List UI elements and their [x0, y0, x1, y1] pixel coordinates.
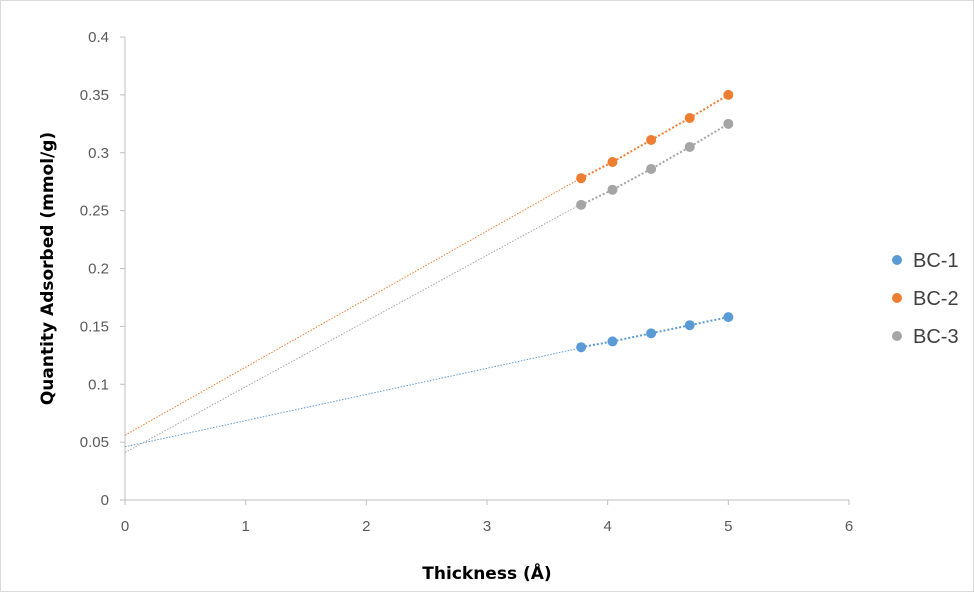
y-tick-label: 0.3: [88, 145, 109, 162]
y-tick-label: 0.25: [80, 203, 109, 220]
trendline-extrapolation-bc-3: [124, 203, 582, 453]
trendline-extrapolation-bc-1: [124, 347, 582, 448]
data-point-bc-3: [646, 163, 657, 174]
data-point-bc-3: [576, 199, 587, 210]
data-point-bc-1: [576, 342, 587, 353]
x-axis-title: Thickness (Å): [422, 561, 551, 584]
series-line-bc-1: [580, 316, 729, 349]
y-tick-label: 0.2: [88, 261, 109, 278]
data-point-bc-1: [607, 336, 618, 347]
legend-label-bc-1: BC-1: [913, 250, 959, 272]
trendlines: [124, 94, 729, 453]
x-tick-label: 6: [845, 518, 853, 535]
data-point-bc-3: [607, 184, 618, 195]
y-axis-title: Quantity Adsorbed (mmol/g): [38, 132, 58, 405]
trendline-extrapolation-bc-2: [124, 177, 582, 436]
x-tick-label: 4: [603, 518, 611, 535]
data-point-bc-2: [607, 157, 618, 168]
x-tick-label: 3: [483, 518, 491, 535]
data-point-bc-2: [723, 89, 734, 100]
y-tick-label: 0.35: [80, 87, 109, 104]
data-point-bc-1: [723, 312, 734, 323]
legend-marker-bc-1: [892, 255, 902, 265]
y-tick-label: 0.15: [80, 318, 109, 335]
data-point-bc-3: [684, 141, 695, 152]
x-tick-label: 0: [121, 518, 129, 535]
data-point-bc-2: [576, 173, 587, 184]
data-point-bc-1: [684, 320, 695, 331]
legend-marker-bc-3: [892, 331, 902, 341]
x-tick-label: 1: [241, 518, 249, 535]
data-point-bc-2: [684, 113, 695, 124]
series-line-bc-3: [580, 122, 729, 206]
legend-label-bc-3: BC-3: [913, 326, 959, 348]
legend-label-bc-2: BC-2: [913, 288, 959, 310]
axes: 0 0.05 0.1 0.15 0.2 0.25 0.3 0.35 0.4 0 1 2 3 4 5 6 Thic…: [38, 29, 853, 584]
legend-marker-bc-2: [892, 293, 902, 303]
data-points: [576, 89, 734, 353]
y-tick-label: 0.4: [88, 29, 109, 46]
x-tick-label: 2: [362, 518, 370, 535]
data-point-bc-3: [723, 118, 734, 129]
y-tick-label: 0.1: [88, 376, 109, 393]
y-tick-label: 0.05: [80, 434, 109, 451]
x-tick-label: 5: [724, 518, 732, 535]
data-point-bc-2: [646, 135, 657, 146]
legend: BC-1 BC-2 BC-3: [892, 250, 959, 348]
y-tick-label: 0: [101, 492, 109, 509]
data-point-bc-1: [646, 328, 657, 339]
